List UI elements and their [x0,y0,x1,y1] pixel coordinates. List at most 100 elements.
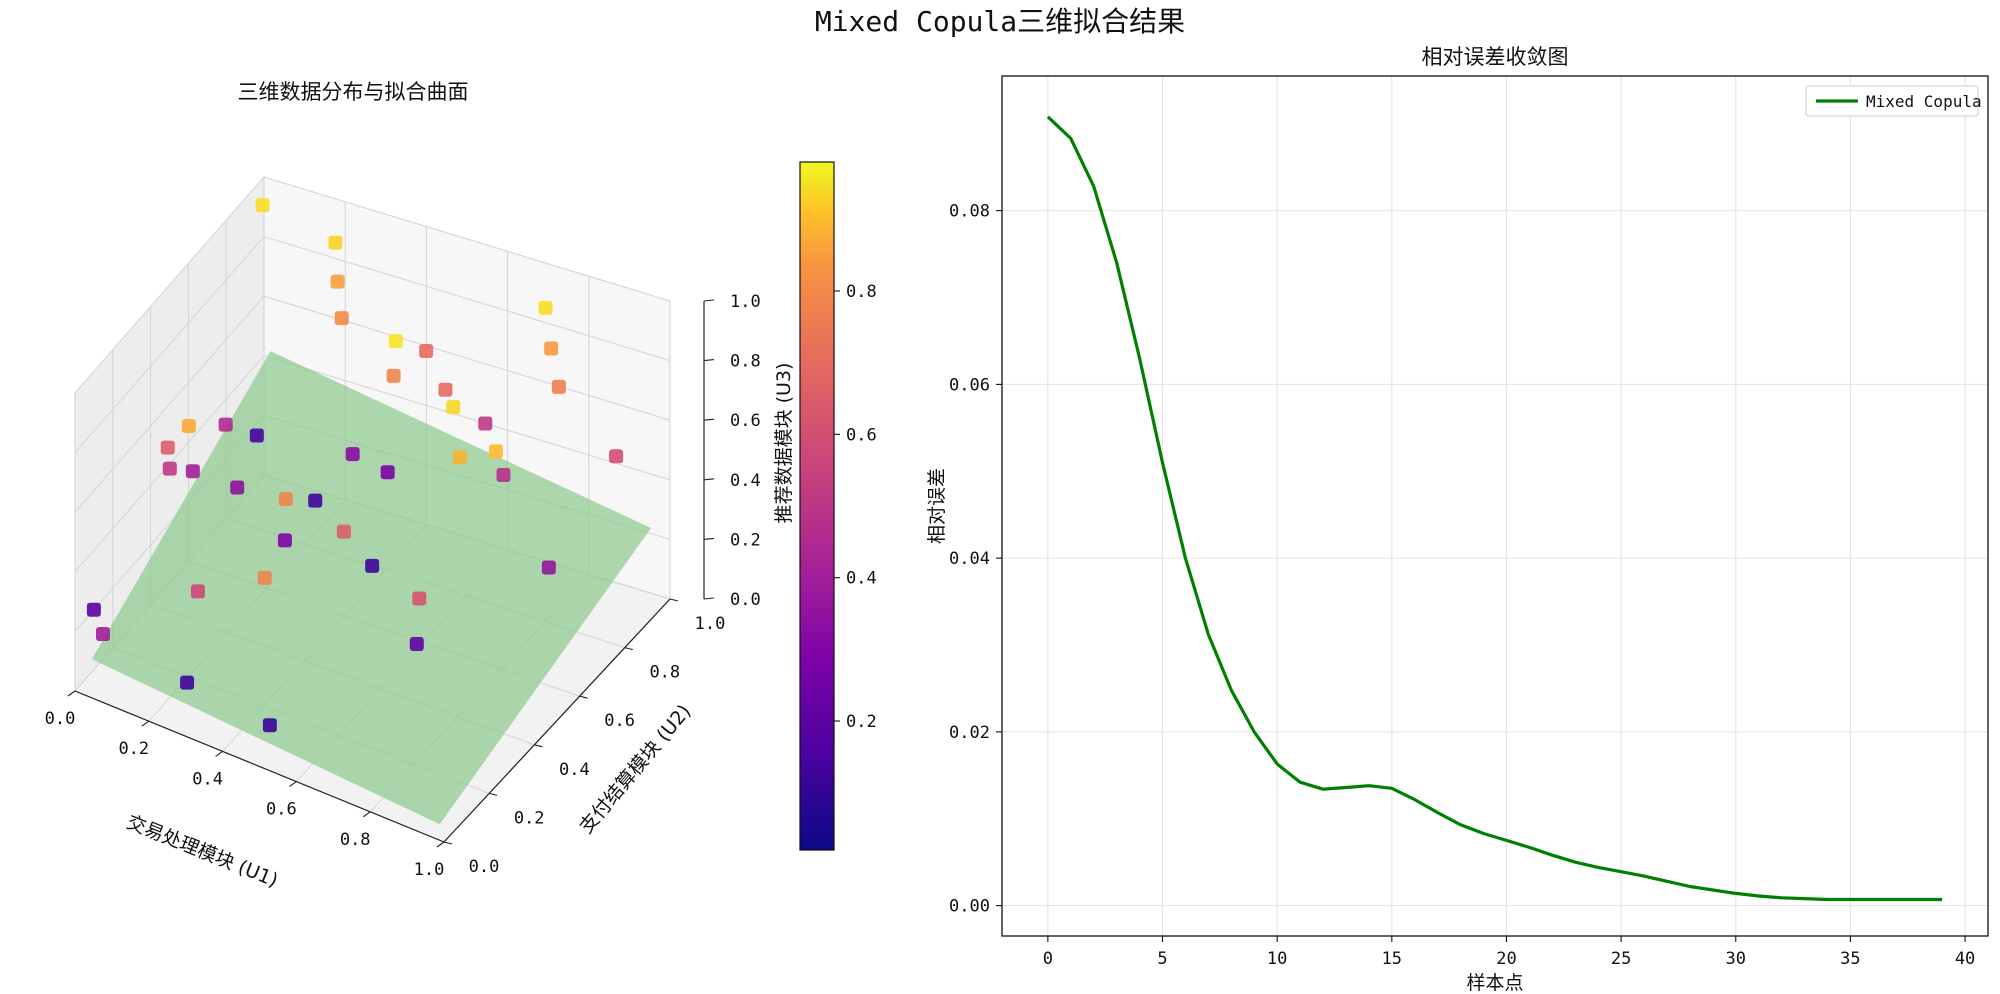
x-axis-label: 交易处理模块 (U1) [124,811,281,892]
colorbar: 0.2 0.4 0.6 0.8 [799,161,877,851]
data-point [609,449,624,464]
figure-title: Mixed Copula三维拟合结果 [814,5,1186,38]
data-point [386,368,401,383]
x-tick-label: 0.8 [340,830,371,850]
x-tick [67,690,76,697]
x-tick-label: 0 [1043,949,1053,969]
z-tick-label: 0.6 [730,411,761,431]
data-point [452,450,467,465]
data-point [380,465,395,480]
scatter3d-title: 三维数据分布与拟合曲面 [238,80,469,104]
z-tick [703,418,715,421]
data-point [180,675,195,690]
plot-frame [1001,75,1989,937]
x-tick-label: 15 [1382,949,1402,969]
gridline [263,295,671,421]
y-tick [489,792,498,796]
data-point [446,400,461,415]
gridline [263,355,671,481]
data-point [278,492,293,507]
z-tick-label: 0.2 [730,530,761,550]
x-tick [215,750,223,757]
y-tick-label: 0.02 [949,723,990,743]
z-tick-label: 0.8 [730,352,761,372]
data-point [544,341,559,356]
colorbar-gradient [799,161,835,851]
y-tick [534,744,543,748]
data-point [438,382,453,397]
y-tick-label: 1.0 [695,614,726,634]
data-point [328,235,343,250]
x-tick-label: 40 [1955,949,1975,969]
data-point [345,447,360,462]
y-tick-label: 0.0 [469,857,500,877]
data-point [95,627,110,642]
y-tick [624,647,633,651]
gridline [74,295,265,513]
x-tick-label: 25 [1611,949,1631,969]
x-tick-label: 0.0 [45,709,76,729]
data-point [419,343,434,358]
x-tick [362,811,371,818]
data-point [409,636,424,651]
data-point [218,417,233,432]
data-point [257,570,272,585]
y-tick-label: 0.6 [604,711,635,731]
x-tick [141,720,150,727]
data-point [365,558,380,573]
gridline [74,236,265,453]
x-tick-label: 35 [1840,949,1860,969]
y-tick-label: 0.8 [649,663,680,683]
data-point [308,493,323,508]
data-point [160,440,175,455]
x-axis-line [74,690,445,843]
x-tick-label: 0.6 [266,800,297,820]
z-tick [703,299,715,302]
data-point [190,584,205,599]
data-point [541,560,556,575]
y-tick [579,695,588,699]
y-tick [669,598,679,602]
data-point [277,533,292,548]
z-tick-label: 0.0 [730,590,761,610]
x-tick-label: 20 [1496,949,1516,969]
data-point [388,334,403,349]
z-tick [703,478,715,481]
gridline [263,176,671,302]
data-point [538,300,553,315]
z-tick [703,597,715,600]
x-tick [289,781,297,788]
fitted-surface [91,351,652,825]
data-point [86,602,101,617]
gridline [263,236,671,362]
colorbar-tick-label: 0.4 [846,569,877,589]
x-tick-label: 5 [1157,949,1167,969]
data-point [230,480,245,495]
colorbar-tick-label: 0.6 [846,425,877,445]
y-axis-line [443,598,671,843]
x-tick-label: 0.4 [192,769,223,789]
z-tick [703,359,715,362]
colorbar-tick-label: 0.8 [846,282,877,302]
data-point [336,524,351,539]
data-point [185,464,200,479]
x-tick [436,841,445,848]
x-tick-label: 0.2 [118,739,149,759]
y-tick-label: 0.06 [949,375,990,395]
line-chart-panel: 0 5 10 15 20 25 30 35 40 0.00 0.02 0.04 0.06 0.08 相对误差… [926,45,1989,994]
x-tick-label: 1.0 [414,860,445,880]
data-point [181,418,196,433]
z-tick-label: 1.0 [730,292,761,312]
y-tick-label: 0.00 [949,897,990,917]
data-point [255,198,270,213]
legend-box [1805,85,1979,117]
x-tick-label: 30 [1726,949,1746,969]
y-tick-label: 0.2 [514,808,545,828]
colorbar-tick-label: 0.2 [846,712,877,732]
data-point [412,591,427,606]
z-tick [703,537,715,540]
data-point [249,428,264,443]
y-axis-label: 支付结算模块 (U2) [575,700,695,837]
data-point [488,444,503,459]
